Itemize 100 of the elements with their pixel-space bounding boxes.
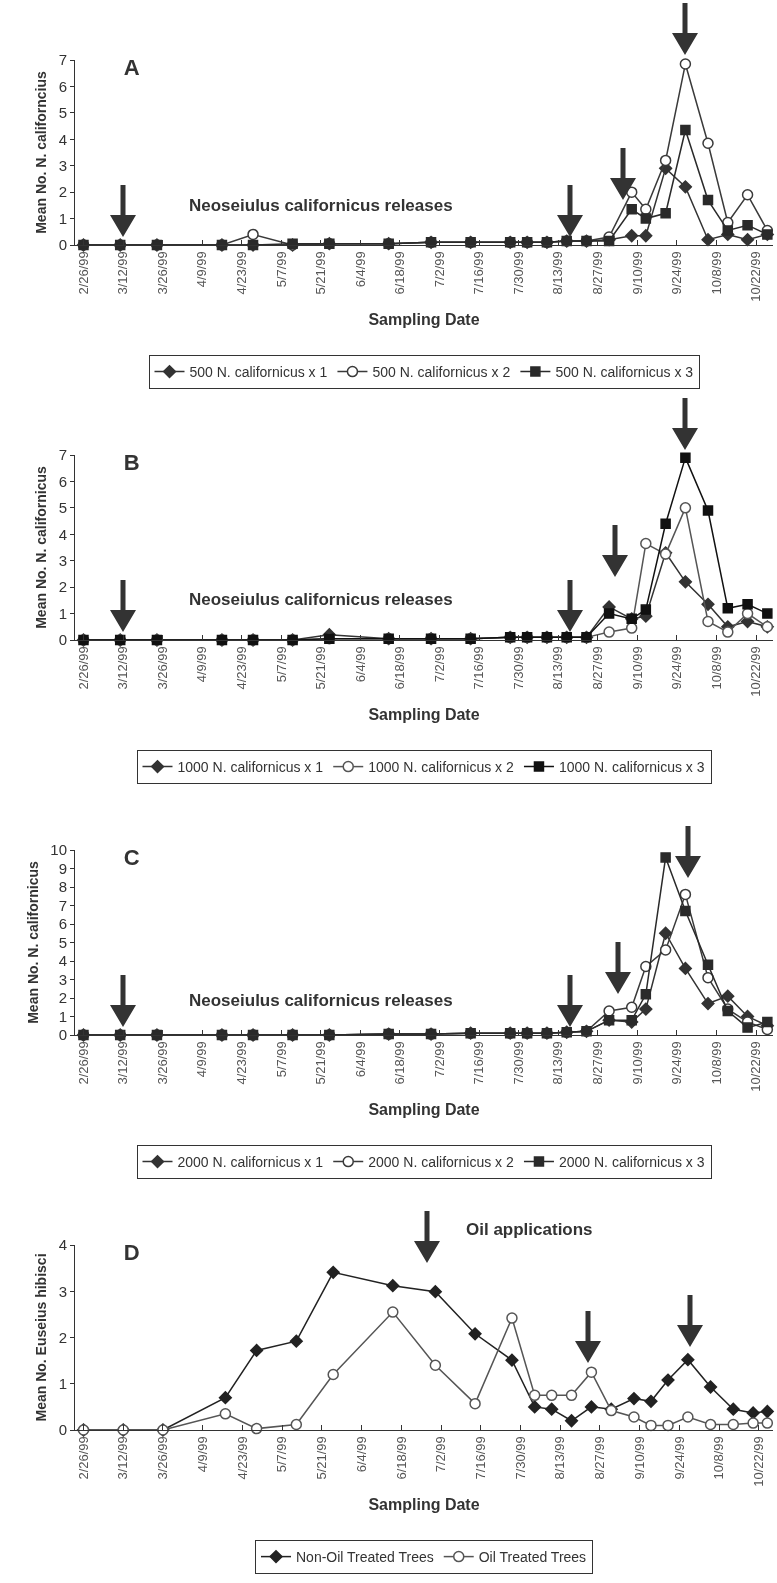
x-tick-label: 7/16/99 [471,646,487,690]
x-tick-label: 6/4/99 [352,1041,368,1078]
x-tick-label: 8/27/99 [590,646,606,690]
legend-label: 2000 N. californicus x 2 [368,1154,514,1171]
x-tick-label: 2/26/99 [75,1436,91,1480]
y-tick-label: 1 [58,1375,67,1392]
x-tick-label: 10/22/99 [748,646,764,697]
y-tick-label: 1 [58,209,67,227]
legend-label: 2000 N. californicus x 3 [558,1154,705,1171]
y-tick-label: 7 [58,51,67,69]
y-tick-label: 4 [58,952,67,970]
x-tick-label: 4/9/99 [194,251,210,288]
x-tick-label: 8/27/99 [590,251,606,295]
annotation: Neoseiulus californicus releases [189,590,453,609]
x-tick-label: 8/13/99 [550,646,566,690]
x-tick-label: 7/2/99 [431,646,447,683]
annotation: Neoseiulus californicus releases [189,196,453,215]
x-tick-label: 10/22/99 [748,1041,764,1092]
x-tick-label: 5/21/99 [313,251,329,295]
legend-label: 1000 N. californicus x 1 [177,759,324,776]
x-tick-label: 6/18/99 [392,646,408,690]
y-tick-label: 4 [58,525,67,543]
x-tick-label: 4/9/99 [194,646,210,683]
legend-label: 500 N. californicus x 1 [189,364,328,381]
y-tick-label: 2 [58,183,67,201]
x-tick-label: 9/10/99 [629,251,645,295]
y-tick-label: 7 [58,896,67,914]
y-tick-label: 0 [58,631,67,649]
text: Oil applications [466,1220,593,1239]
x-tick-label: 6/4/99 [352,251,368,288]
legend-label: 1000 N. californicus x 3 [558,759,705,776]
x-axis-title: Sampling Date [368,705,480,723]
x-tick-label: 9/24/99 [669,1041,685,1085]
x-tick-label: 4/9/99 [194,1041,210,1078]
y-tick-label: 5 [58,104,67,122]
y-tick-label: 9 [58,859,67,877]
x-axis-title: Sampling Date [368,1100,480,1118]
x-tick-label: 4/9/99 [194,1436,210,1473]
legend-label: 2000 N. californicus x 1 [177,1154,324,1171]
x-tick-label: 5/21/99 [314,1436,330,1480]
x-tick-label: 7/30/99 [510,251,526,295]
x-tick-label: 2/26/99 [75,1041,91,1085]
x-tick-label: 10/8/99 [708,646,724,690]
x-tick-label: 9/10/99 [631,1436,647,1480]
x-tick-label: 10/8/99 [708,251,724,295]
x-tick-label: 3/12/99 [115,1041,131,1085]
x-tick-label: 5/21/99 [313,646,329,690]
x-tick-label: 9/10/99 [629,646,645,690]
x-tick-label: 5/21/99 [313,1041,329,1085]
legend-label: 500 N. californicus x 3 [555,364,694,381]
x-tick-label: 8/27/99 [592,1436,608,1480]
y-axis-title: Mean No. Euseius hibisci [33,1253,50,1422]
x-tick-label: 6/18/99 [392,251,408,295]
y-tick-label: 8 [58,878,67,896]
x-tick-label: 2/26/99 [75,646,91,690]
y-axis-title: Mean No. N. californicus [33,466,50,629]
x-tick-label: 7/30/99 [512,1436,528,1480]
x-tick-label: 10/22/99 [748,251,764,302]
legend-label: 500 N. californicus x 2 [372,364,511,381]
chart-title: D [123,1240,140,1266]
y-tick-label: 2 [58,989,67,1007]
chart-title: A [123,55,140,81]
y-tick-label: 0 [58,1026,67,1044]
y-tick-label: 3 [58,970,67,988]
x-tick-label: 6/4/99 [352,646,368,683]
x-tick-label: 3/26/99 [154,251,170,295]
x-axis-title: Sampling Date [368,1495,480,1513]
y-tick-label: 2 [58,1328,67,1346]
x-tick-label: 4/23/99 [233,1041,249,1085]
x-tick-label: 6/4/99 [353,1436,369,1473]
y-tick-label: 4 [58,1236,67,1254]
x-tick-label: 9/24/99 [669,646,685,690]
y-tick-label: 6 [58,915,67,933]
x-tick-label: 3/12/99 [115,1436,131,1480]
y-tick-label: 3 [58,156,67,174]
x-tick-label: 6/18/99 [392,1041,408,1085]
x-tick-label: 4/23/99 [234,1436,250,1480]
x-tick-label: 3/26/99 [154,1041,170,1085]
x-tick-label: 8/13/99 [550,1041,566,1085]
legend-label: Oil Treated Trees [478,1549,587,1566]
x-tick-label: 9/24/99 [669,251,685,295]
y-tick-label: 6 [58,472,67,490]
chart-title: C [123,845,140,871]
x-tick-label: 6/18/99 [393,1436,409,1480]
x-tick-label: 7/16/99 [472,1436,488,1480]
y-tick-label: 5 [58,933,67,951]
x-tick-label: 8/13/99 [552,1436,568,1480]
x-tick-label: 5/7/99 [274,1436,290,1473]
y-tick-label: 6 [58,77,67,95]
y-axis-title: Mean No. N. californicus [24,861,41,1024]
y-tick-label: 4 [58,130,67,148]
x-tick-label: 10/8/99 [708,1041,724,1085]
x-tick-label: 7/30/99 [510,646,526,690]
x-tick-label: 7/2/99 [431,1041,447,1078]
x-tick-label: 4/23/99 [233,646,249,690]
x-tick-label: 7/2/99 [431,251,447,288]
y-tick-label: 7 [58,446,67,464]
x-axis-title: Sampling Date [368,310,480,328]
x-tick-label: 5/7/99 [273,1041,289,1078]
x-tick-label: 3/26/99 [155,1436,171,1480]
